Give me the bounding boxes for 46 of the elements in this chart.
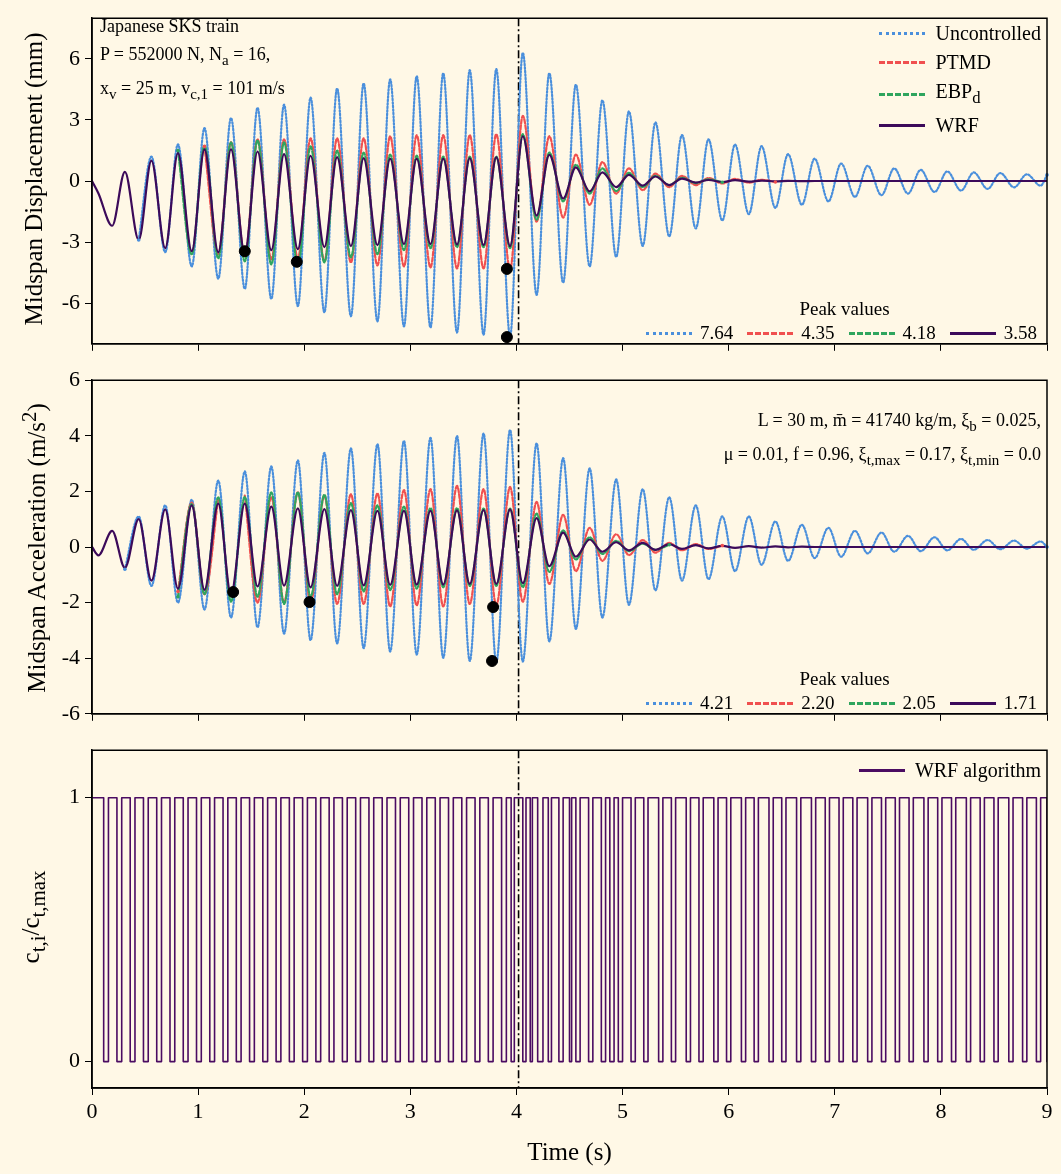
- y-tick-label: 0: [69, 532, 80, 558]
- x-tick-label: 4: [510, 1097, 522, 1123]
- annotation: 4.35: [801, 322, 835, 344]
- annotation: Japanese SKS train: [100, 15, 240, 38]
- legend-label: Uncontrolled: [935, 22, 1041, 45]
- annotation: x$_{v}$ = 25 m, v$_{c,1}$ = 101 m/s: [100, 76, 285, 104]
- annotation: 1.71: [1003, 692, 1037, 714]
- x-tick-label: 5: [617, 1097, 629, 1123]
- legend-label: EBP$_{d}$: [935, 80, 982, 108]
- y-tick-label: -6: [61, 699, 80, 725]
- annotation: 4.21: [700, 692, 734, 714]
- annotation: 3.58: [1003, 322, 1037, 344]
- y-tick-label: -4: [61, 643, 80, 669]
- x-tick-label: 6: [723, 1097, 735, 1123]
- y-tick-label: 6: [69, 365, 80, 391]
- y-tick-label: 4: [69, 421, 80, 447]
- x-tick-label: 3: [404, 1097, 416, 1123]
- x-tick-label: 7: [829, 1097, 841, 1123]
- annotation: 7.64: [700, 322, 734, 344]
- annotation: μ = 0.01, f = 0.96, ξ$_{t,max}$ = 0.17, ξ$_{t,min}$ = 0.0: [723, 442, 1041, 470]
- annotation: Peak values: [798, 668, 891, 690]
- legend-label: PTMD: [935, 51, 993, 74]
- legend-label: WRF algorithm: [914, 759, 1041, 782]
- annotation: 2.20: [801, 692, 835, 714]
- x-tick-label: 0: [86, 1097, 98, 1123]
- y-tick-label: 0: [69, 1047, 80, 1073]
- y-tick-label: 3: [69, 105, 80, 131]
- x-tick-label: 8: [935, 1097, 947, 1123]
- y-tick-label: -3: [61, 227, 80, 253]
- y-tick-label: -2: [61, 588, 80, 614]
- y-tick-label: 2: [69, 477, 80, 503]
- y-axis-title: Midspan Displacement (mm): [20, 32, 48, 326]
- annotation: Peak values: [798, 298, 891, 320]
- y-tick-label: 0: [69, 166, 80, 192]
- y-tick-label: 6: [69, 44, 80, 70]
- annotation: L = 30 m, m̄ = 41740 kg/m, ξ$_{b}$ = 0.025,: [756, 409, 1041, 436]
- x-tick-label: 9: [1041, 1097, 1053, 1123]
- legend-label: WRF: [935, 114, 980, 137]
- annotation: 4.18: [902, 322, 936, 344]
- x-tick-label: 1: [192, 1097, 204, 1123]
- y-tick-label: 1: [69, 783, 80, 809]
- x-axis-title: Time (s): [527, 1138, 612, 1166]
- annotation: 2.05: [902, 692, 936, 714]
- annotation: P = 552000 N, N$_{a}$ = 16,: [100, 43, 272, 70]
- x-tick-label: 2: [298, 1097, 310, 1123]
- y-tick-label: -6: [61, 288, 80, 314]
